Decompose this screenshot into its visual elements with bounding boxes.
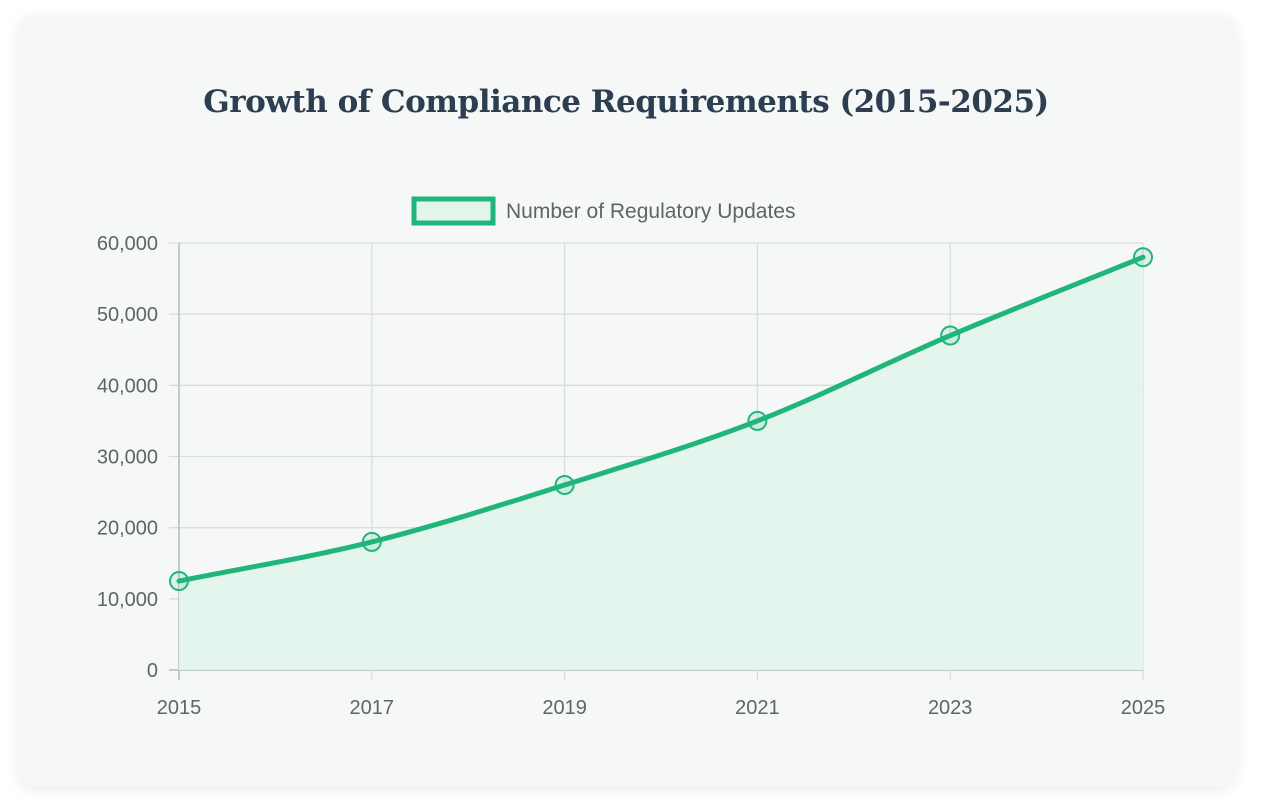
area-fill [179,257,1143,670]
y-tick-label: 10,000 [97,589,158,611]
x-tick-label: 2025 [1121,697,1166,719]
legend-swatch[interactable] [411,196,496,226]
y-tick-label: 20,000 [97,518,158,540]
x-tick-label: 2015 [157,697,202,719]
y-tick-label: 40,000 [97,375,158,397]
data-point [169,571,189,592]
data-point [1133,247,1153,268]
y-tick-label: 60,000 [97,233,158,255]
area-fill-layer [179,257,1143,670]
data-point [940,325,961,346]
legend-label[interactable]: Number of Regulatory Updates [506,200,795,223]
x-axis-ticks: 2015 2017 2019 2021 2023 2025 [157,697,1166,719]
y-tick-label: 30,000 [97,447,158,469]
x-tick-label: 2023 [928,697,973,719]
y-tick-label: 0 [147,660,158,682]
y-tick-label: 50,000 [97,304,158,326]
y-axis-ticks: 0 10,000 20,000 30,000 40,000 50,000 60,000 [97,233,158,682]
data-point [747,410,768,431]
x-tick-label: 2019 [542,697,587,719]
chart-title: Growth of Compliance Requirements (2015-… [203,84,1049,120]
legend[interactable]: Number of Regulatory Updates [411,196,795,226]
data-point [554,474,575,495]
data-point [361,531,382,552]
data-points [169,247,1153,592]
x-tick-label: 2021 [735,697,780,719]
line-layer [176,254,1146,584]
x-tick-label: 2017 [350,697,395,719]
series-line [176,254,1146,584]
